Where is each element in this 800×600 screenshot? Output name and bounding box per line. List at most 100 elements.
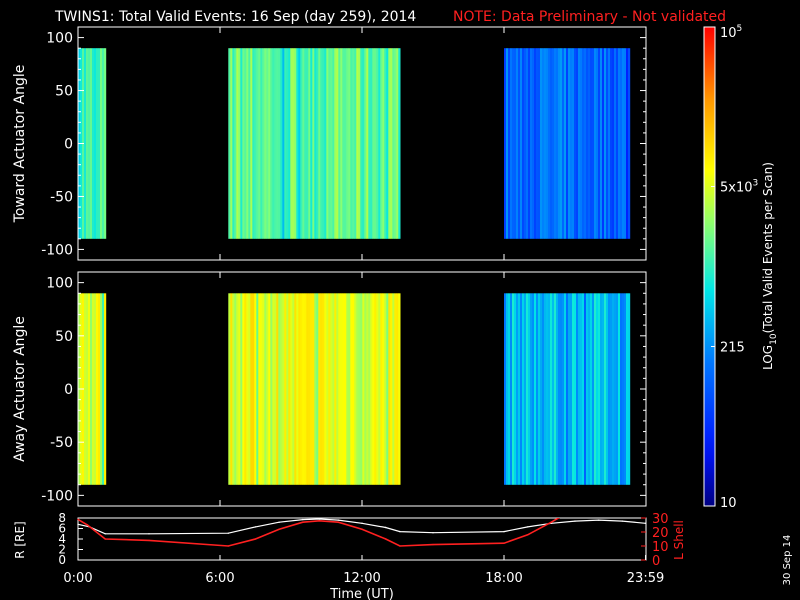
heat-column bbox=[536, 293, 539, 485]
heat-column bbox=[342, 293, 345, 485]
heat-column bbox=[386, 293, 389, 485]
heat-column bbox=[574, 48, 577, 239]
heat-column bbox=[264, 48, 267, 239]
heat-column bbox=[568, 293, 571, 485]
heat-column bbox=[528, 293, 531, 485]
heat-column bbox=[90, 293, 93, 485]
left-y-tick-label: 4 bbox=[58, 532, 66, 546]
heat-column bbox=[516, 293, 519, 485]
heat-column bbox=[560, 48, 563, 239]
heat-column bbox=[578, 48, 581, 239]
heat-column bbox=[234, 48, 237, 239]
heat-column bbox=[250, 48, 253, 239]
heat-column bbox=[298, 48, 301, 239]
heat-column bbox=[332, 48, 335, 239]
heat-column bbox=[546, 48, 549, 239]
colorbar-tick-label: 105 bbox=[720, 24, 742, 41]
heat-column bbox=[278, 293, 281, 485]
lshell-point bbox=[227, 545, 229, 547]
right-axis-label: L Shell bbox=[672, 520, 686, 560]
heat-column bbox=[244, 48, 247, 239]
lshell-point bbox=[550, 521, 552, 523]
heat-column bbox=[284, 293, 287, 485]
x-tick-label: 6:00 bbox=[205, 571, 234, 586]
radius-point bbox=[337, 519, 339, 521]
y-tick-label: -50 bbox=[50, 189, 73, 205]
heat-column bbox=[526, 293, 529, 485]
heat-column bbox=[98, 293, 101, 485]
heat-column bbox=[598, 48, 601, 239]
heat-column bbox=[274, 48, 277, 239]
heat-column bbox=[596, 293, 599, 485]
heat-column bbox=[280, 48, 283, 239]
heat-column bbox=[252, 48, 255, 239]
heat-column bbox=[322, 48, 325, 239]
heat-column bbox=[308, 293, 311, 485]
heat-column bbox=[540, 48, 543, 239]
heat-column bbox=[620, 48, 623, 239]
radius-line bbox=[78, 518, 646, 535]
heat-column bbox=[96, 48, 99, 239]
heat-column bbox=[618, 293, 621, 485]
heat-column bbox=[520, 48, 523, 239]
radius-point bbox=[254, 526, 257, 528]
heat-column bbox=[546, 293, 549, 485]
heat-column bbox=[562, 293, 565, 485]
heat-column bbox=[310, 48, 313, 239]
heat-column bbox=[352, 293, 355, 485]
heat-column bbox=[554, 48, 557, 239]
colorbar-tick-label: 5x103 bbox=[720, 179, 758, 196]
heat-column bbox=[564, 293, 567, 485]
heat-column bbox=[88, 48, 91, 239]
heat-column bbox=[614, 293, 617, 485]
heat-column bbox=[306, 293, 309, 485]
heat-column bbox=[586, 48, 589, 239]
heat-column bbox=[582, 48, 585, 239]
heat-column bbox=[360, 293, 363, 485]
heat-column bbox=[312, 293, 315, 485]
heat-column bbox=[558, 293, 561, 485]
heat-column bbox=[598, 293, 601, 485]
heat-column bbox=[530, 48, 533, 239]
heat-column bbox=[350, 293, 353, 485]
right-y-tick-label: 20 bbox=[652, 526, 669, 541]
heat-column bbox=[94, 48, 97, 239]
lshell-line bbox=[78, 518, 561, 547]
heat-column bbox=[314, 48, 317, 239]
y-tick-label: -100 bbox=[41, 488, 73, 504]
heat-column bbox=[334, 293, 337, 485]
heat-column bbox=[330, 293, 333, 485]
heat-column bbox=[246, 293, 249, 485]
x-tick-label: 12:00 bbox=[343, 571, 380, 586]
radius-point bbox=[278, 521, 280, 523]
lshell-point bbox=[385, 538, 387, 540]
y-tick-label: 0 bbox=[64, 382, 73, 398]
heat-column bbox=[352, 48, 355, 239]
heat-column bbox=[544, 293, 547, 485]
heat-column bbox=[320, 48, 323, 239]
heat-column bbox=[380, 48, 383, 239]
right-y-tick-label: 10 bbox=[652, 540, 669, 555]
lshell-point bbox=[104, 538, 106, 540]
heat-column bbox=[268, 293, 271, 485]
heat-column bbox=[602, 293, 605, 485]
lshell-point bbox=[432, 543, 434, 546]
heat-column bbox=[338, 293, 341, 485]
heat-column bbox=[246, 48, 249, 239]
heat-column bbox=[300, 48, 303, 239]
heat-column bbox=[586, 293, 589, 485]
heat-column bbox=[336, 293, 339, 485]
heat-column bbox=[576, 293, 579, 485]
colorbar-label: LOG10(Total Valid Events per Scan) bbox=[761, 162, 779, 370]
y-tick-label: 0 bbox=[64, 137, 73, 153]
heat-column bbox=[396, 48, 399, 239]
heat-column bbox=[294, 293, 297, 485]
heat-column bbox=[340, 293, 343, 485]
heat-column bbox=[610, 48, 613, 239]
radius-point bbox=[574, 520, 576, 522]
heat-column bbox=[336, 48, 339, 239]
heat-column bbox=[290, 293, 293, 485]
radius-point bbox=[361, 522, 363, 524]
heat-column bbox=[604, 48, 607, 239]
heat-column bbox=[338, 48, 341, 239]
